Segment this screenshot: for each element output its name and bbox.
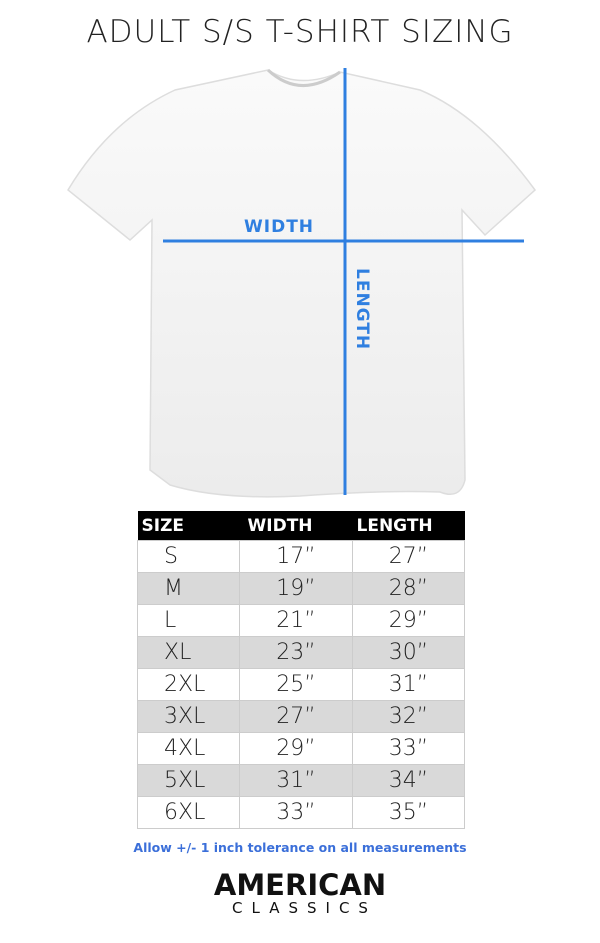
width-cell: 33” [239, 796, 353, 829]
width-cell: 27” [239, 700, 353, 733]
tshirt-shape [67, 69, 537, 498]
width-label: WIDTH [244, 217, 315, 237]
size-table: SIZE WIDTH LENGTH S 17” 27” M 19” 28” L 21” 29” X… [137, 511, 465, 829]
logo-line1: AMERICAN [213, 868, 387, 902]
table-row: 2XL 25” 31” [137, 668, 465, 701]
header-length: LENGTH [352, 511, 465, 541]
table-row: 6XL 33” 35” [137, 796, 465, 829]
width-cell: 31” [239, 764, 353, 797]
logo-line2: CLASSICS [232, 899, 377, 917]
size-cell: 6XL [137, 796, 240, 829]
header-width: WIDTH [239, 511, 353, 541]
header-size: SIZE [137, 511, 240, 541]
size-cell: L [137, 604, 240, 637]
length-cell: 28” [352, 572, 465, 605]
table-row: 4XL 29” 33” [137, 732, 465, 765]
width-cell: 19” [239, 572, 353, 605]
page-title: ADULT S/S T-SHIRT SIZING [86, 14, 514, 50]
size-cell: XL [137, 636, 240, 669]
length-cell: 31” [352, 668, 465, 701]
size-cell: 2XL [137, 668, 240, 701]
length-cell: 29” [352, 604, 465, 637]
size-cell: M [137, 572, 240, 605]
length-label: LENGTH [352, 268, 372, 351]
length-cell: 27” [352, 540, 465, 573]
size-cell: 3XL [137, 700, 240, 733]
size-cell: 5XL [137, 764, 240, 797]
brand-logo: AMERICAN CLASSICS [0, 870, 600, 916]
tolerance-note: Allow +/- 1 inch tolerance on all measur… [133, 840, 467, 855]
width-cell: 21” [239, 604, 353, 637]
table-row: S 17” 27” [137, 540, 465, 573]
length-cell: 30” [352, 636, 465, 669]
length-cell: 33” [352, 732, 465, 765]
width-cell: 17” [239, 540, 353, 573]
table-row: XL 23” 30” [137, 636, 465, 669]
length-cell: 35” [352, 796, 465, 829]
width-cell: 23” [239, 636, 353, 669]
table-row: 3XL 27” 32” [137, 700, 465, 733]
table-row: 5XL 31” 34” [137, 764, 465, 797]
length-cell: 32” [352, 700, 465, 733]
table-row: L 21” 29” [137, 604, 465, 637]
tshirt-diagram [67, 68, 537, 498]
size-cell: S [137, 540, 240, 573]
length-cell: 34” [352, 764, 465, 797]
width-cell: 29” [239, 732, 353, 765]
table-row: M 19” 28” [137, 572, 465, 605]
size-cell: 4XL [137, 732, 240, 765]
width-cell: 25” [239, 668, 353, 701]
